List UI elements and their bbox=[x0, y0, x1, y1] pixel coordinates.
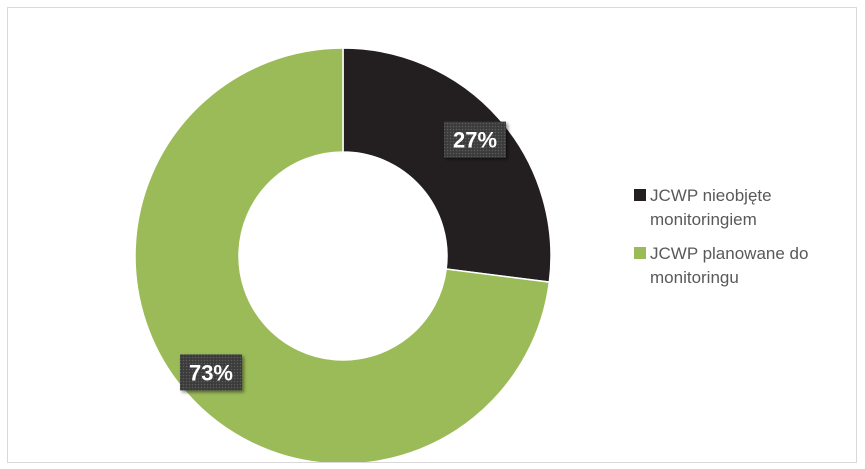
legend-item-nieobjete: JCWP nieobjęte monitoringiem bbox=[634, 184, 854, 232]
legend-label-planowane: JCWP planowane do monitoringu bbox=[650, 244, 809, 287]
data-label-nieobjete: 27% bbox=[444, 121, 507, 158]
legend-swatch-planowane bbox=[634, 247, 646, 259]
legend-label-nieobjete: JCWP nieobjęte monitoringiem bbox=[650, 186, 772, 229]
data-label-planowane: 73% bbox=[179, 354, 242, 391]
legend: JCWP nieobjęte monitoringiem JCWP planow… bbox=[634, 184, 854, 300]
legend-item-planowane: JCWP planowane do monitoringu bbox=[634, 242, 854, 290]
data-label-text-nieobjete: 27% bbox=[453, 128, 497, 153]
data-label-box-nieobjete bbox=[444, 121, 507, 158]
chart-area: 27% 73% JCWP nieobjęte monitoringiem JCWP… bbox=[7, 7, 857, 463]
donut-chart: 27% 73% bbox=[134, 47, 552, 462]
slice-nieobjete bbox=[342, 47, 552, 283]
data-label-box-planowane bbox=[179, 354, 242, 391]
legend-swatch-nieobjete bbox=[634, 189, 646, 201]
data-label-text-planowane: 73% bbox=[189, 360, 233, 385]
